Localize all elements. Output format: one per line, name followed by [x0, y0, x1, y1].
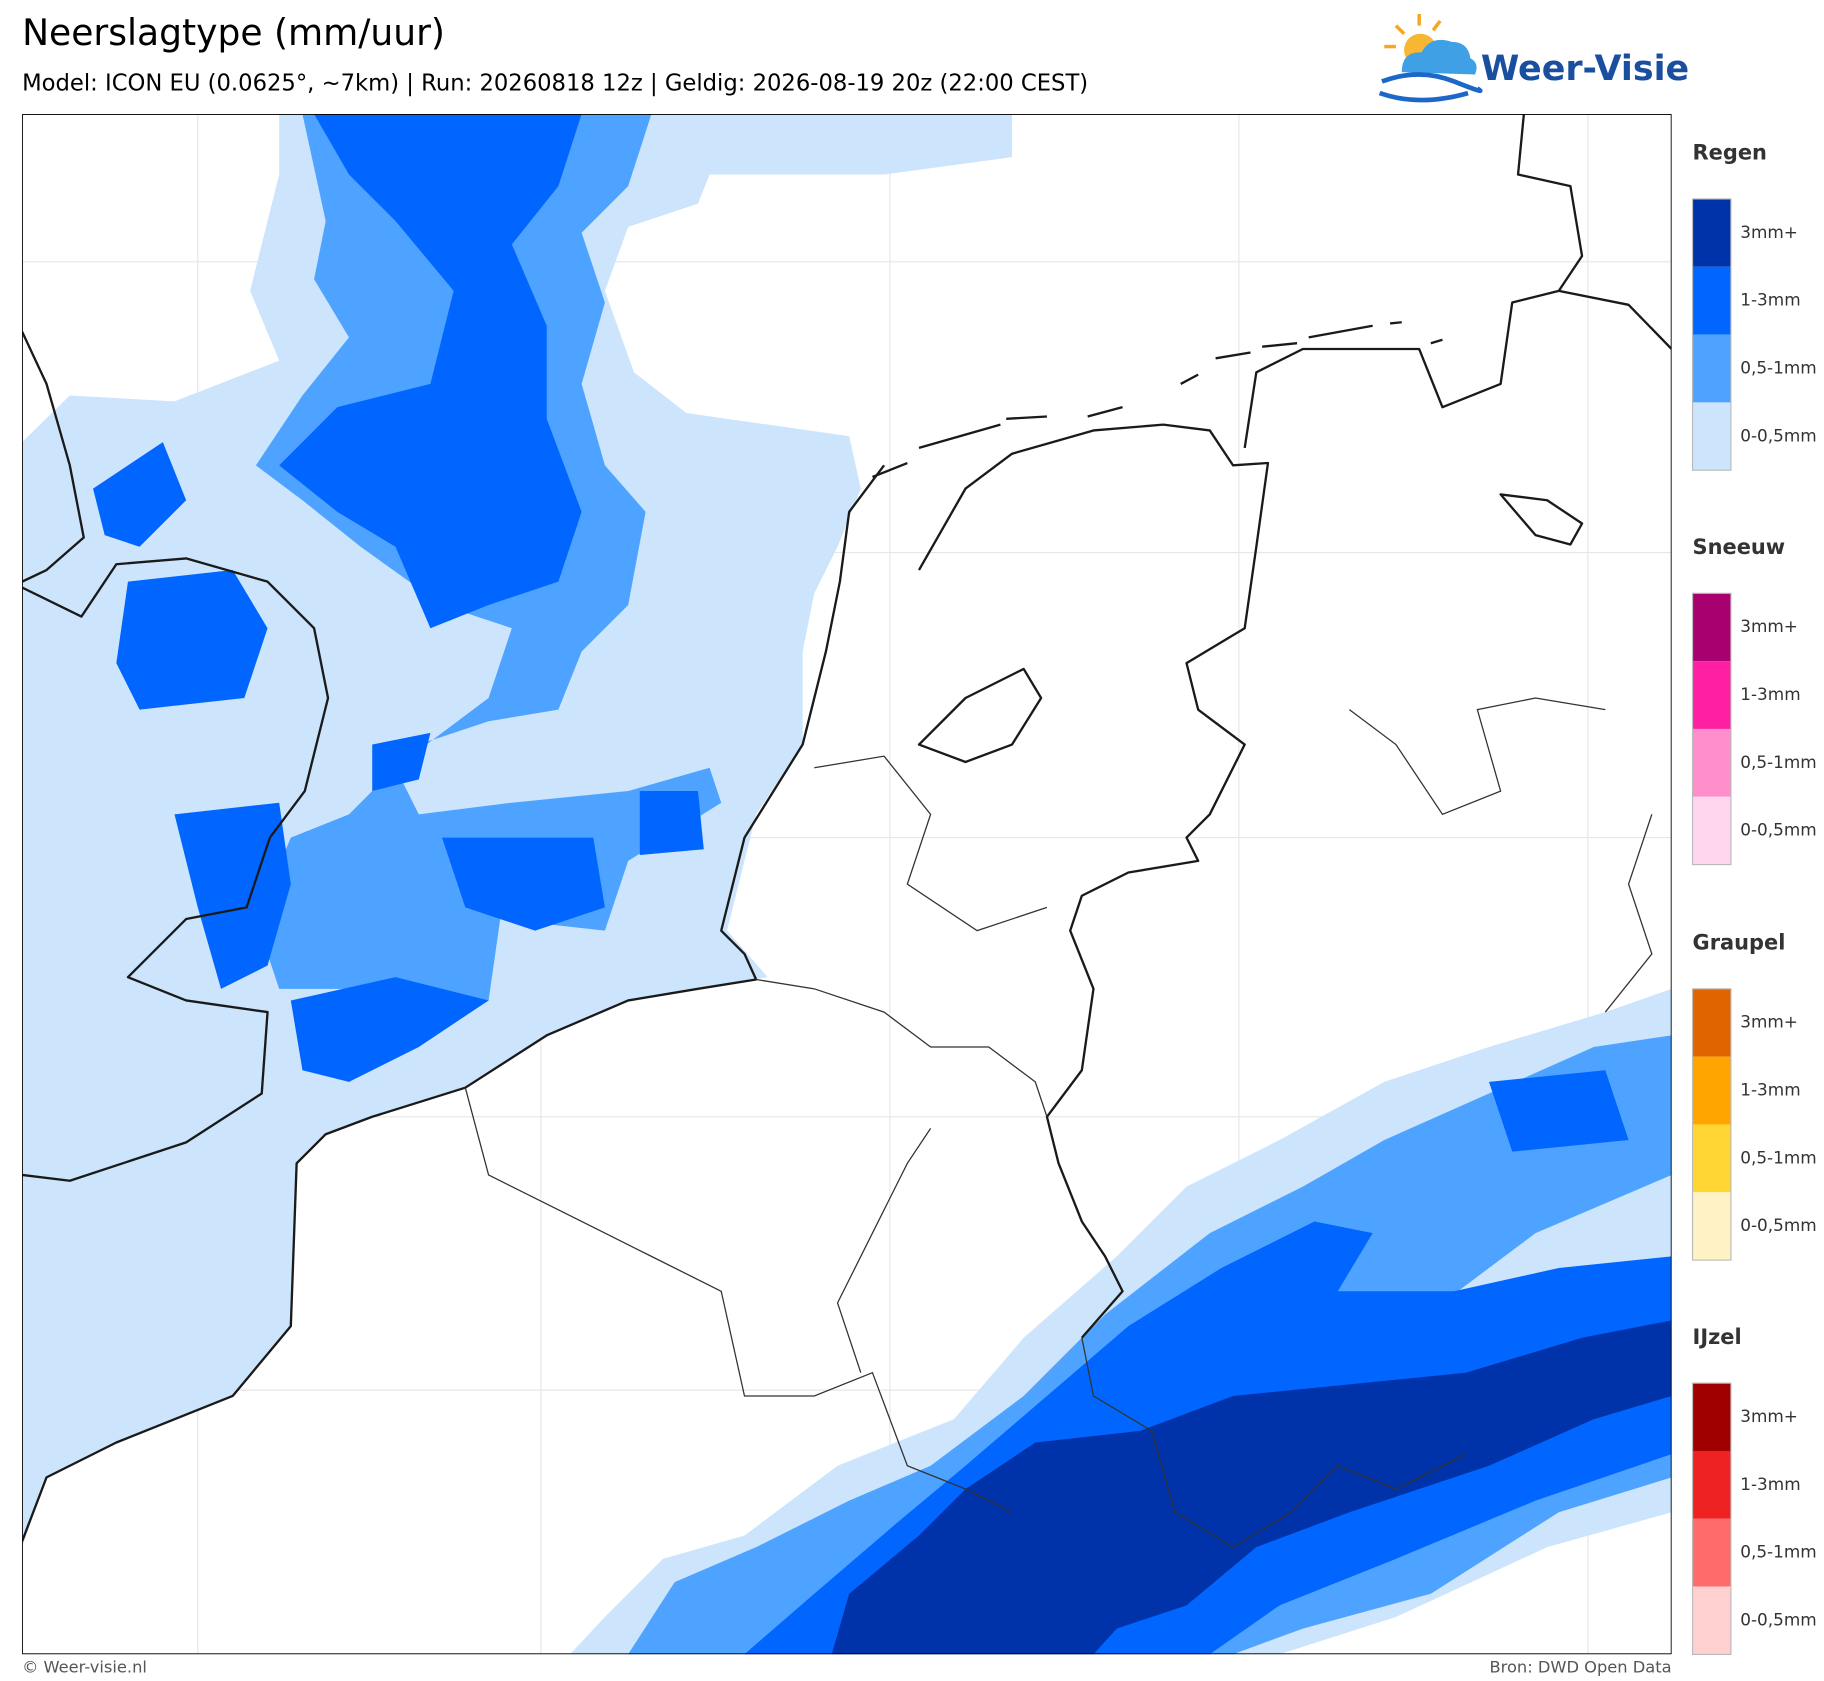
legend-swatch-frame	[1691, 592, 1732, 866]
legend-swatch-frame	[1691, 198, 1732, 471]
borders	[464, 697, 1653, 1548]
rain-3plus	[831, 1320, 1672, 1655]
legend-label: 0-0,5mm	[1740, 425, 1816, 445]
legend-swatch	[1692, 1056, 1731, 1125]
precipitation-southeast	[570, 988, 1672, 1655]
legend-swatch	[1692, 1450, 1731, 1519]
legend-swatch	[1692, 1383, 1731, 1451]
rain-1-3	[93, 442, 704, 1082]
logo-sun	[1384, 13, 1442, 49]
logo: Weer-Visie	[1378, 13, 1689, 103]
legend-label: 1-3mm	[1740, 1474, 1800, 1494]
legend-title: Graupel	[1693, 930, 1786, 954]
footer-source: Bron: DWD Open Data	[1489, 1658, 1671, 1677]
legend-title: Sneeuw	[1693, 535, 1786, 559]
subtitle: Model: ICON EU (0.0625°, ~7km) | Run: 20…	[22, 70, 1088, 96]
legend-label: 1-3mm	[1740, 290, 1800, 310]
legend-swatch	[1692, 1586, 1731, 1655]
legend-swatch	[1692, 796, 1731, 865]
footer-copyright: © Weer-visie.nl	[22, 1658, 147, 1677]
legend-label: 0,5-1mm	[1740, 752, 1816, 772]
legend-label: 0,5-1mm	[1740, 1542, 1816, 1562]
map	[22, 114, 1672, 1655]
legend-swatch-frame	[1691, 1382, 1732, 1656]
legend-label: 3mm+	[1740, 616, 1798, 636]
legend-label: 0,5-1mm	[1740, 1147, 1816, 1167]
logo-wave	[1381, 72, 1483, 94]
legend-title: Regen	[1693, 141, 1767, 165]
legend-label: 3mm+	[1740, 1012, 1798, 1032]
legend-swatch-frame	[1691, 988, 1732, 1261]
logo-wave	[1378, 90, 1469, 103]
legend-label: 0-0,5mm	[1740, 1610, 1816, 1630]
legend-swatch	[1692, 266, 1731, 335]
coastlines	[22, 114, 1672, 1542]
legend-label: 3mm+	[1740, 1406, 1798, 1426]
precipitation-northwest	[22, 114, 1013, 1548]
title: Neerslagtype (mm/uur)	[22, 12, 445, 54]
legend-swatch	[1692, 198, 1731, 267]
legend-label: 0-0,5mm	[1740, 1215, 1816, 1235]
legend-swatch	[1692, 988, 1731, 1057]
legend-swatch	[1692, 402, 1731, 471]
legend-swatch	[1692, 1518, 1731, 1587]
legend-swatch	[1692, 728, 1731, 797]
legend-swatch	[1692, 593, 1731, 662]
legend-label: 1-3mm	[1740, 1080, 1800, 1100]
legend-title: IJzel	[1693, 1325, 1742, 1349]
legend-label: 0,5-1mm	[1740, 358, 1816, 378]
legend-swatch	[1692, 1192, 1731, 1261]
logo-cloud	[1401, 39, 1477, 75]
legend-swatch	[1692, 1124, 1731, 1193]
legend-label: 1-3mm	[1740, 684, 1800, 704]
legend-label: 3mm+	[1740, 222, 1798, 242]
logo-text: Weer-Visie	[1481, 49, 1689, 89]
legend-label: 0-0,5mm	[1740, 820, 1816, 840]
legend-swatch	[1692, 334, 1731, 403]
legend: Regen 3mm+ 1-3mm 0,5-1mm 0-0,5mm Sneeuw 3mm+ 1-…	[1691, 141, 1817, 1656]
rain-1-3	[279, 114, 582, 629]
legend-swatch	[1692, 661, 1731, 729]
